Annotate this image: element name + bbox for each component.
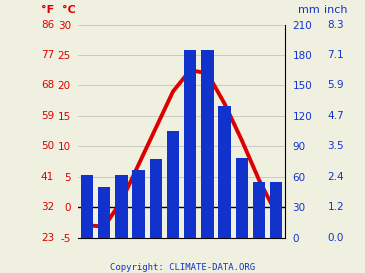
Bar [201,50,214,238]
Bar [98,187,111,238]
Text: 59: 59 [41,111,54,121]
Bar [81,175,93,238]
Text: 1.2: 1.2 [327,202,344,212]
Text: Copyright: CLIMATE-DATA.ORG: Copyright: CLIMATE-DATA.ORG [110,263,255,272]
Text: 2.4: 2.4 [327,172,344,182]
Bar [218,106,231,238]
Text: 5.9: 5.9 [327,81,344,90]
Text: 3.5: 3.5 [327,141,344,151]
Text: 32: 32 [41,202,54,212]
Text: mm: mm [297,5,319,15]
Bar [115,175,128,238]
Text: 0.0: 0.0 [328,233,344,242]
Bar [253,182,265,238]
Bar [235,158,248,238]
Text: °C: °C [62,5,76,15]
Text: 23: 23 [41,233,54,242]
Bar [184,50,196,238]
Bar [270,182,282,238]
Text: 41: 41 [41,172,54,182]
Text: 86: 86 [41,20,54,29]
Text: 68: 68 [41,81,54,90]
Text: 77: 77 [41,50,54,60]
Bar [132,170,145,238]
Text: °F: °F [41,5,54,15]
Bar [150,159,162,238]
Text: 4.7: 4.7 [327,111,344,121]
Text: 7.1: 7.1 [327,50,344,60]
Text: inch: inch [324,5,347,15]
Text: 50: 50 [41,141,54,151]
Text: 8.3: 8.3 [327,20,344,29]
Bar [167,131,179,238]
